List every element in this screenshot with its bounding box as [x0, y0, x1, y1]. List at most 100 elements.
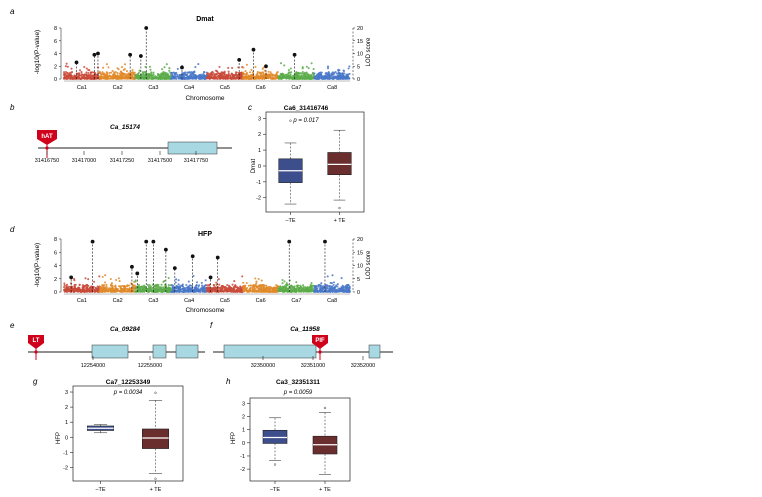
snp-point: [262, 71, 265, 74]
snp-point: [136, 77, 139, 80]
snp-point: [234, 289, 237, 293]
snp-point: [130, 75, 133, 79]
group-label-1: + TE: [319, 487, 331, 493]
snp-point: [68, 72, 71, 75]
snp-point: [114, 284, 117, 287]
snp-point: [293, 285, 296, 288]
snp-point: [85, 71, 88, 74]
snp-point: [82, 75, 85, 78]
y-tick-label: 0: [54, 77, 57, 83]
snp-point: [260, 290, 263, 293]
snp-point: [223, 289, 226, 292]
lod-peak-dot: [69, 275, 74, 280]
snp-point: [199, 290, 202, 293]
snp-point: [189, 71, 192, 74]
snp-point: [135, 289, 138, 292]
snp-point: [248, 76, 251, 79]
snp-point: [234, 77, 237, 80]
snp-point: [254, 277, 257, 280]
snp-point: [309, 285, 312, 288]
xlabel-d: Chromosome: [185, 307, 224, 314]
snp-point: [321, 76, 324, 79]
snp-point: [242, 66, 245, 69]
y-tick-label: 0: [242, 441, 245, 447]
snp-point: [93, 280, 96, 283]
snp-point: [141, 71, 144, 74]
snp-point: [184, 76, 187, 80]
snp-point: [177, 279, 180, 282]
snp-point: [218, 283, 221, 286]
snp-point: [347, 77, 350, 80]
snp-point: [114, 70, 117, 74]
y-tick-label: 1: [242, 428, 245, 434]
snp-point: [83, 289, 86, 292]
snp-point: [192, 73, 195, 76]
snp-point: [98, 70, 101, 73]
snp-point: [279, 62, 283, 65]
snp-point: [198, 74, 201, 77]
pvalue-g: p = 0.0034: [113, 390, 143, 396]
snp-point: [198, 76, 202, 79]
snp-point: [175, 77, 178, 80]
lod-peak-dot: [128, 52, 133, 57]
snp-point: [210, 287, 213, 290]
snp-point: [348, 285, 351, 288]
snp-point: [148, 287, 151, 290]
snp-point: [276, 286, 279, 289]
exon-f-2: [368, 344, 381, 359]
snp-point: [178, 77, 181, 80]
snp-point: [182, 77, 185, 80]
snp-point: [127, 74, 130, 77]
snp-point: [167, 290, 170, 293]
snp-point: [304, 286, 307, 289]
chromosome-label-Ca6: Ca6: [256, 298, 266, 304]
chromosome-label-Ca3: Ca3: [148, 298, 158, 304]
panel-f: f Ca_11958 PIF 32350000 32351000 32352000: [210, 321, 393, 369]
snp-point: [176, 75, 179, 78]
snp-point: [80, 73, 83, 76]
snp-point: [300, 74, 303, 77]
snp-point: [146, 76, 150, 79]
snp-point: [321, 288, 324, 291]
snp-point: [188, 284, 192, 287]
snp-point: [311, 76, 314, 79]
snp-point: [170, 290, 173, 293]
snp-point: [109, 287, 112, 290]
snp-point: [147, 74, 150, 77]
snp-point: [138, 290, 141, 293]
snp-point: [87, 69, 90, 72]
snp-point: [68, 289, 71, 292]
snp-point: [348, 288, 351, 291]
snp-point: [102, 77, 105, 80]
exon-e-1: [91, 344, 129, 359]
chromosome-label-Ca1: Ca1: [77, 85, 87, 91]
snp-point: [203, 287, 206, 290]
coord-label: 31417250: [110, 158, 134, 164]
snp-point: [185, 283, 188, 287]
snp-point: [164, 74, 167, 77]
snp-point: [307, 67, 310, 70]
snp-point: [245, 63, 248, 66]
snp-point: [191, 71, 194, 74]
snp-point: [94, 286, 97, 289]
snp-point: [296, 285, 299, 288]
snp-point: [138, 69, 141, 72]
y2-tick-label: 10: [357, 52, 363, 58]
snp-point: [319, 74, 322, 77]
group-label-1: + TE: [334, 218, 346, 224]
snp-point: [285, 288, 288, 291]
snp-point: [66, 65, 69, 68]
snp-point: [288, 75, 291, 78]
snp-point: [344, 289, 347, 293]
snp-point: [200, 287, 203, 290]
lod-peak-dot: [237, 57, 242, 62]
te-flag-e: [28, 335, 44, 349]
snp-point: [340, 286, 343, 289]
snp-point: [109, 71, 113, 74]
snp-point: [236, 286, 239, 289]
snp-point: [87, 290, 90, 293]
lod-peak-dot: [92, 52, 97, 57]
gene-name-e: Ca_09284: [110, 326, 140, 333]
exon-e-3: [175, 344, 199, 359]
outlier-point: [289, 119, 292, 122]
